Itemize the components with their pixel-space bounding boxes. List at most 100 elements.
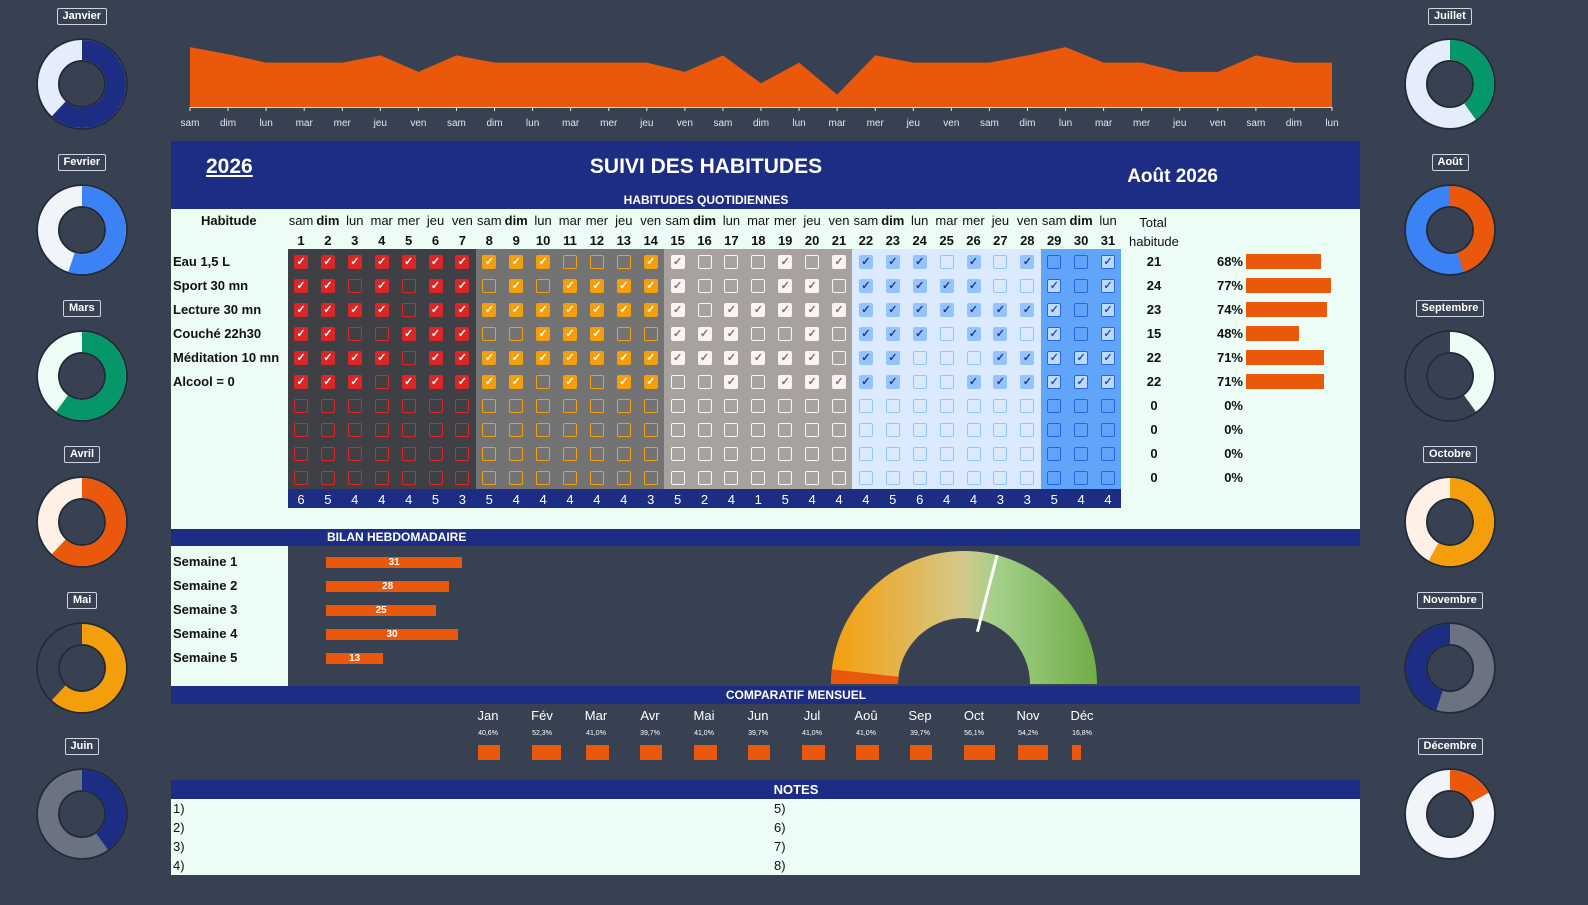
habit-checkbox[interactable]: [563, 471, 577, 485]
habit-checkbox[interactable]: [401, 279, 416, 293]
habit-checkbox[interactable]: ✓: [563, 351, 577, 365]
habit-checkbox[interactable]: ✓: [320, 327, 335, 341]
habit-checkbox[interactable]: ✓: [1020, 255, 1035, 269]
habit-checkbox[interactable]: ✓: [858, 375, 873, 389]
habit-checkbox[interactable]: ✓: [778, 279, 793, 293]
habit-checkbox[interactable]: [347, 399, 362, 413]
habit-checkbox[interactable]: ✓: [563, 303, 577, 317]
habit-checkbox[interactable]: [1020, 423, 1035, 437]
habit-checkbox[interactable]: [993, 399, 1008, 413]
habit-checkbox[interactable]: [697, 303, 712, 317]
habit-checkbox[interactable]: [751, 423, 766, 437]
habit-checkbox[interactable]: [320, 423, 335, 437]
habit-checkbox[interactable]: [751, 279, 766, 293]
habit-checkbox[interactable]: [320, 471, 335, 485]
habit-checkbox[interactable]: ✓: [1047, 375, 1062, 389]
habit-checkbox[interactable]: ✓: [993, 327, 1008, 341]
month-label-aout[interactable]: Août: [1431, 154, 1469, 171]
habit-checkbox[interactable]: ✓: [563, 327, 577, 341]
habit-checkbox[interactable]: ✓: [347, 255, 362, 269]
month-label-octobre[interactable]: Octobre: [1423, 446, 1478, 463]
habit-checkbox[interactable]: [374, 471, 389, 485]
habit-checkbox[interactable]: [509, 447, 524, 461]
habit-checkbox[interactable]: [374, 399, 389, 413]
habit-checkbox[interactable]: [1047, 471, 1062, 485]
habit-checkbox[interactable]: ✓: [993, 375, 1008, 389]
habit-checkbox[interactable]: [858, 471, 873, 485]
habit-checkbox[interactable]: [805, 423, 820, 437]
habit-checkbox[interactable]: [993, 471, 1008, 485]
habit-checkbox[interactable]: [509, 471, 524, 485]
habit-checkbox[interactable]: ✓: [455, 255, 470, 269]
habit-checkbox[interactable]: ✓: [1101, 327, 1115, 341]
habit-checkbox[interactable]: [482, 447, 497, 461]
habit-checkbox[interactable]: ✓: [670, 279, 685, 293]
habit-checkbox[interactable]: [1047, 255, 1062, 269]
habit-checkbox[interactable]: [858, 423, 873, 437]
habit-checkbox[interactable]: [778, 327, 793, 341]
habit-checkbox[interactable]: [697, 423, 712, 437]
habit-checkbox[interactable]: [832, 447, 846, 461]
habit-checkbox[interactable]: ✓: [294, 351, 308, 365]
habit-checkbox[interactable]: [832, 351, 846, 365]
habit-checkbox[interactable]: [1020, 447, 1035, 461]
habit-checkbox[interactable]: [1047, 423, 1062, 437]
habit-checkbox[interactable]: [1074, 303, 1089, 317]
habit-checkbox[interactable]: [832, 471, 846, 485]
habit-checkbox[interactable]: ✓: [858, 351, 873, 365]
habit-checkbox[interactable]: ✓: [670, 351, 685, 365]
habit-checkbox[interactable]: ✓: [885, 255, 900, 269]
habit-checkbox[interactable]: ✓: [616, 279, 631, 293]
habit-checkbox[interactable]: ✓: [885, 375, 900, 389]
month-label-decembre[interactable]: Décembre: [1417, 738, 1483, 755]
habit-checkbox[interactable]: [455, 471, 470, 485]
habit-checkbox[interactable]: [616, 471, 631, 485]
habit-checkbox[interactable]: [294, 471, 308, 485]
note-line[interactable]: 2): [173, 820, 185, 835]
habit-checkbox[interactable]: ✓: [1020, 375, 1035, 389]
habit-checkbox[interactable]: ✓: [455, 279, 470, 293]
habit-checkbox[interactable]: ✓: [832, 303, 846, 317]
habit-checkbox[interactable]: [697, 255, 712, 269]
habit-checkbox[interactable]: [993, 255, 1008, 269]
habit-checkbox[interactable]: ✓: [643, 279, 658, 293]
habit-checkbox[interactable]: [832, 327, 846, 341]
habit-checkbox[interactable]: ✓: [1074, 375, 1089, 389]
habit-checkbox[interactable]: [993, 279, 1008, 293]
habit-checkbox[interactable]: [589, 447, 604, 461]
habit-checkbox[interactable]: ✓: [805, 303, 820, 317]
habit-checkbox[interactable]: [374, 423, 389, 437]
habit-checkbox[interactable]: [912, 399, 927, 413]
habit-checkbox[interactable]: [616, 255, 631, 269]
habit-checkbox[interactable]: [643, 327, 658, 341]
habit-checkbox[interactable]: ✓: [966, 303, 981, 317]
habit-checkbox[interactable]: [939, 327, 954, 341]
habit-checkbox[interactable]: [482, 279, 497, 293]
habit-checkbox[interactable]: ✓: [401, 255, 416, 269]
habit-checkbox[interactable]: [778, 399, 793, 413]
habit-checkbox[interactable]: ✓: [724, 303, 739, 317]
habit-checkbox[interactable]: [1020, 327, 1035, 341]
habit-checkbox[interactable]: ✓: [509, 375, 524, 389]
habit-checkbox[interactable]: [751, 471, 766, 485]
habit-checkbox[interactable]: [401, 447, 416, 461]
habit-checkbox[interactable]: ✓: [294, 327, 308, 341]
habit-checkbox[interactable]: ✓: [1047, 351, 1062, 365]
habit-checkbox[interactable]: ✓: [697, 351, 712, 365]
habit-checkbox[interactable]: [347, 423, 362, 437]
habit-checkbox[interactable]: [294, 447, 308, 461]
habit-checkbox[interactable]: [589, 423, 604, 437]
habit-checkbox[interactable]: ✓: [858, 255, 873, 269]
habit-checkbox[interactable]: [347, 279, 362, 293]
habit-checkbox[interactable]: ✓: [536, 327, 551, 341]
habit-checkbox[interactable]: ✓: [643, 255, 658, 269]
habit-checkbox[interactable]: ✓: [455, 351, 470, 365]
habit-checkbox[interactable]: [374, 447, 389, 461]
habit-checkbox[interactable]: ✓: [347, 375, 362, 389]
habit-checkbox[interactable]: [966, 351, 981, 365]
habit-checkbox[interactable]: [939, 447, 954, 461]
habit-checkbox[interactable]: ✓: [563, 279, 577, 293]
note-line[interactable]: 1): [173, 801, 185, 816]
habit-checkbox[interactable]: [751, 375, 766, 389]
habit-checkbox[interactable]: ✓: [1020, 303, 1035, 317]
